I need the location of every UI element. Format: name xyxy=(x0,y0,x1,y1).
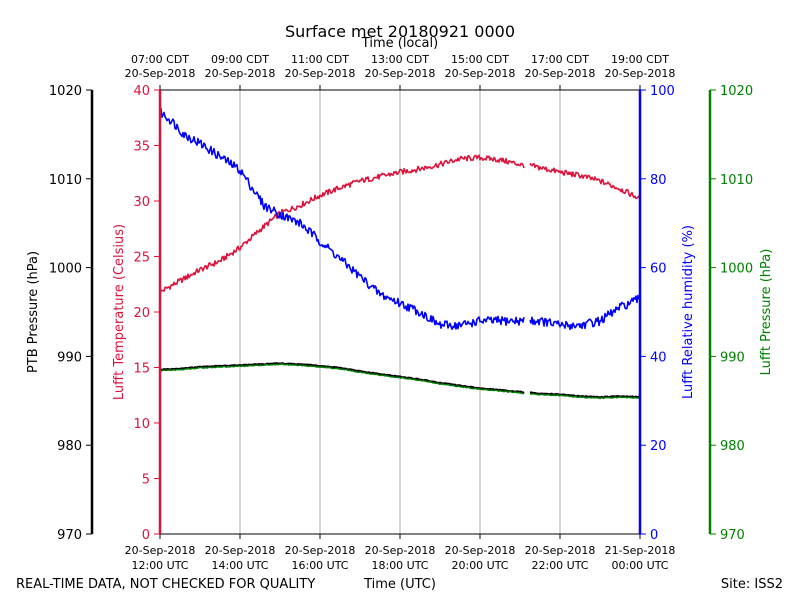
quality-disclaimer: REAL-TIME DATA, NOT CHECKED FOR QUALITY xyxy=(16,577,315,592)
x-tick-label-date: 21-Sep-2018 xyxy=(605,544,676,557)
lp-tick-label: 970 xyxy=(720,528,745,543)
temp-axis-title: Lufft Temperature (Celsius) xyxy=(112,224,127,400)
axes xyxy=(86,85,716,539)
ptb-tick-label: 1020 xyxy=(49,84,82,99)
lp-series-line xyxy=(159,363,525,395)
x-tick-label-time: 20:00 UTC xyxy=(451,559,508,572)
rh-tick-label: 20 xyxy=(650,439,667,454)
lp-series-line xyxy=(529,392,640,400)
top-tick-label-time: 17:00 CDT xyxy=(531,53,589,66)
ptb-axis-title: PTB Pressure (hPa) xyxy=(26,251,41,373)
temp-tick-label: 30 xyxy=(133,195,150,210)
grid-lines xyxy=(239,90,561,534)
chart-title: Surface met 20180921 0000 xyxy=(285,22,515,41)
axis-labels: 20-Sep-2018 12:00 UTC 20-Sep-2018 14:00 UTC… xyxy=(26,53,774,572)
lp-tick-label: 1020 xyxy=(720,84,753,99)
rh-tick-label: 40 xyxy=(650,350,667,365)
site-label: Site: ISS2 xyxy=(721,577,783,592)
x-tick-label-time: 12:00 UTC xyxy=(131,559,188,572)
temp-series-line xyxy=(529,162,641,200)
series-lines xyxy=(159,107,641,400)
rh-tick-label: 0 xyxy=(650,528,658,543)
top-tick-label-date: 20-Sep-2018 xyxy=(365,67,436,80)
x-tick-label-date: 20-Sep-2018 xyxy=(285,544,356,557)
rh-tick-label: 60 xyxy=(650,262,667,277)
lp-axis-title: Lufft Pressure (hPa) xyxy=(759,249,774,376)
temp-tick-label: 5 xyxy=(142,473,150,488)
top-tick-label-time: 19:00 CDT xyxy=(611,53,669,66)
ptb-series-line xyxy=(159,362,525,395)
x-tick-label-date: 20-Sep-2018 xyxy=(365,544,436,557)
top-tick-label-date: 20-Sep-2018 xyxy=(285,67,356,80)
top-tick-label-time: 11:00 CDT xyxy=(291,53,349,66)
rh-series-line xyxy=(159,107,525,331)
x-tick-label-date: 20-Sep-2018 xyxy=(525,544,596,557)
lp-tick-label: 1010 xyxy=(720,173,753,188)
x-tick-label-time: 18:00 UTC xyxy=(371,559,428,572)
temp-tick-label: 15 xyxy=(133,362,150,377)
x-tick-label-time: 00:00 UTC xyxy=(611,559,668,572)
temp-tick-label: 40 xyxy=(133,84,150,99)
temp-tick-label: 0 xyxy=(142,528,150,543)
top-tick-label-date: 20-Sep-2018 xyxy=(445,67,516,80)
rh-tick-label: 100 xyxy=(650,84,675,99)
lp-tick-label: 1000 xyxy=(720,262,753,277)
top-tick-label-time: 13:00 CDT xyxy=(371,53,429,66)
rh-tick-label: 80 xyxy=(650,173,667,188)
top-tick-label-date: 20-Sep-2018 xyxy=(125,67,196,80)
ptb-tick-label: 970 xyxy=(57,528,82,543)
temp-series-line xyxy=(159,154,525,295)
x-tick-label-time: 16:00 UTC xyxy=(291,559,348,572)
x-tick-label-date: 20-Sep-2018 xyxy=(125,544,196,557)
top-tick-label-date: 20-Sep-2018 xyxy=(605,67,676,80)
lp-tick-label: 980 xyxy=(720,439,745,454)
temp-tick-label: 20 xyxy=(133,306,150,321)
ptb-tick-label: 1010 xyxy=(49,173,82,188)
lp-tick-label: 990 xyxy=(720,350,745,365)
x-tick-label-date: 20-Sep-2018 xyxy=(445,544,516,557)
top-tick-label-date: 20-Sep-2018 xyxy=(525,67,596,80)
temp-tick-label: 35 xyxy=(133,140,150,155)
temp-tick-label: 10 xyxy=(133,417,150,432)
top-tick-label-time: 15:00 CDT xyxy=(451,53,509,66)
rh-series-line xyxy=(529,294,641,331)
x-tick-label-date: 20-Sep-2018 xyxy=(205,544,276,557)
top-tick-label-time: 09:00 CDT xyxy=(211,53,269,66)
rh-axis-title: Lufft Relative humidity (%) xyxy=(681,225,696,399)
top-tick-label-date: 20-Sep-2018 xyxy=(205,67,276,80)
x-tick-label-time: 22:00 UTC xyxy=(531,559,588,572)
ptb-tick-label: 980 xyxy=(57,439,82,454)
top-tick-label-time: 07:00 CDT xyxy=(131,53,189,66)
ptb-tick-label: 1000 xyxy=(49,262,82,277)
temp-tick-label: 25 xyxy=(133,251,150,266)
top-axis-label: Time (local) xyxy=(361,36,438,51)
ptb-tick-label: 990 xyxy=(57,350,82,365)
bottom-axis-label: Time (UTC) xyxy=(363,577,436,592)
x-tick-label-time: 14:00 UTC xyxy=(211,559,268,572)
